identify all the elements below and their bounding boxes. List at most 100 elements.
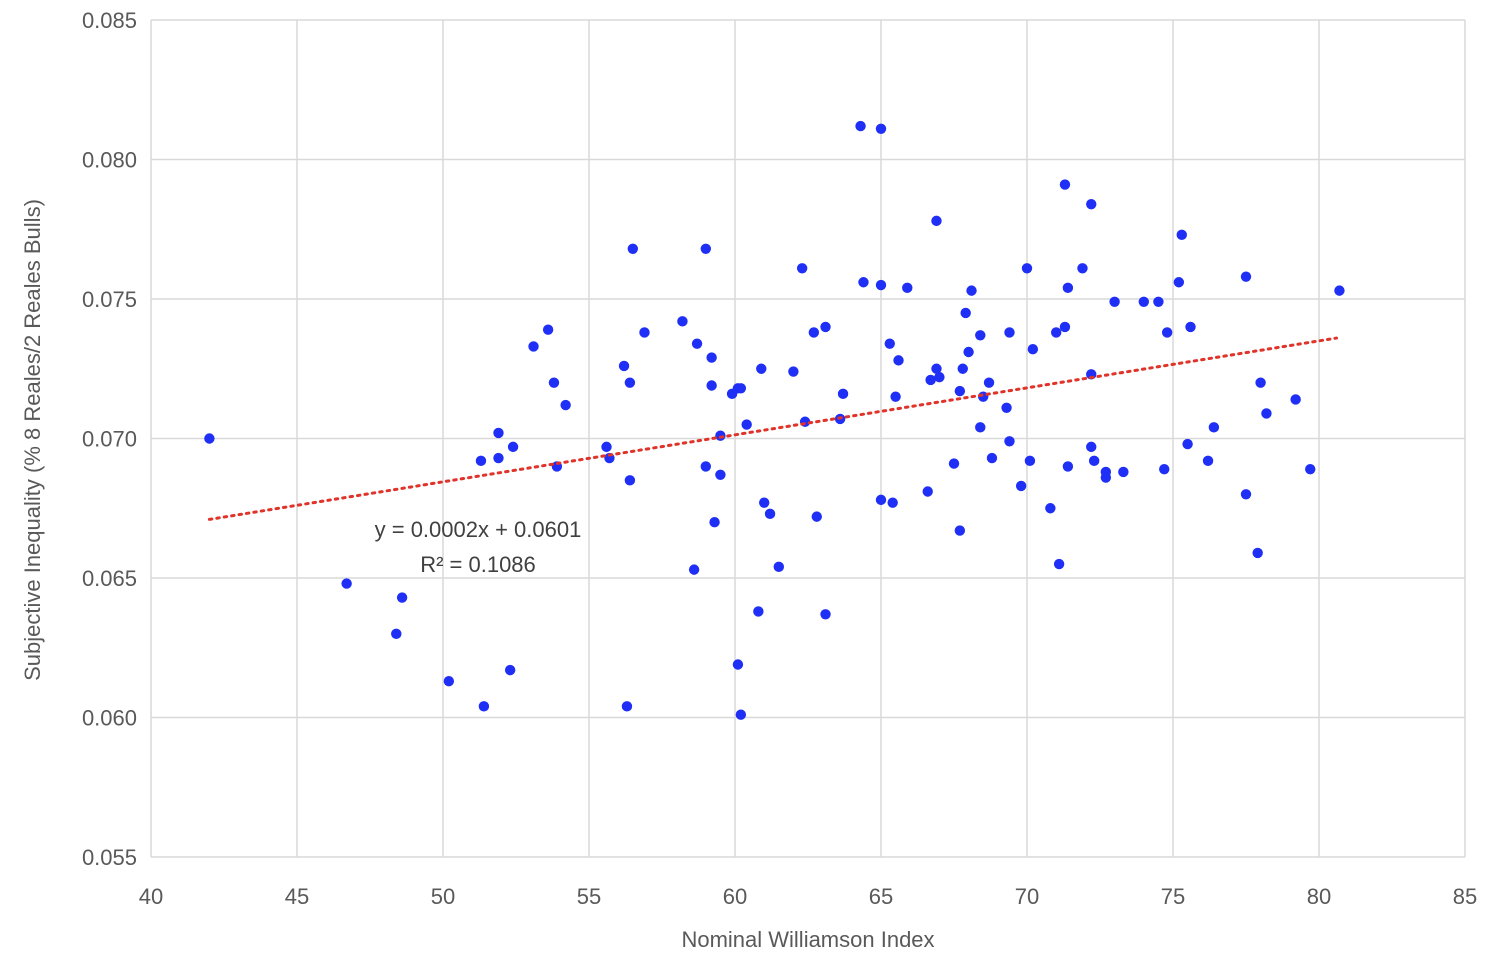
data-point [1290,394,1301,405]
data-point [1077,263,1088,274]
x-tick-label: 55 [577,884,601,909]
data-point [1062,461,1074,472]
data-point [1118,466,1129,478]
data-point [1176,229,1187,241]
y-tick-label: 0.085 [82,8,137,33]
data-point [975,330,986,341]
data-point [741,419,752,430]
data-point [975,422,986,433]
x-axis-title: Nominal Williamson Index [681,927,934,952]
data-point [1086,441,1097,453]
data-point [688,564,700,575]
data-point [1051,327,1062,338]
data-point [204,433,215,444]
y-tick-labels: 0.055 0.060 0.065 0.070 0.075 0.080 0.085 [82,8,137,870]
data-point [875,279,887,291]
x-tick-label: 60 [723,884,747,909]
x-tick-label: 85 [1453,884,1477,909]
y-tick-label: 0.075 [82,287,137,312]
data-point [1208,422,1220,433]
data-point [931,215,942,227]
data-point [893,355,904,366]
data-point [1100,472,1112,483]
data-point [1305,463,1316,475]
data-point [715,469,726,480]
data-point [875,494,887,506]
data-point [764,508,776,520]
data-point [808,327,820,338]
data-point [504,664,516,676]
y-axis-title: Subjective Inequality (% 8 Reales/2 Real… [20,199,45,681]
data-point [560,399,571,411]
data-point [475,455,487,467]
data-point [922,486,933,497]
data-point [1202,455,1214,467]
data-point [1021,263,1033,274]
data-point [528,341,539,352]
y-tick-label: 0.055 [82,845,137,870]
data-point [773,561,784,573]
data-point [855,120,866,132]
data-point [1173,277,1185,288]
data-point [931,363,942,374]
data-point [1004,436,1015,447]
data-point [887,497,898,508]
data-point [954,385,966,397]
trendline-r-squared: R² = 0.1086 [420,552,536,577]
data-point [677,316,688,327]
data-point [706,352,717,363]
x-tick-label: 45 [285,884,309,909]
y-tick-label: 0.080 [82,148,137,173]
data-point [934,371,945,383]
data-point [1255,377,1266,388]
data-point [1059,179,1071,190]
data-point [925,374,936,386]
x-tick-label: 80 [1307,884,1331,909]
data-point [735,709,747,720]
data-point [391,628,402,639]
data-point [875,123,887,135]
data-point [756,363,767,374]
data-point [1153,296,1164,307]
data-point [1261,408,1272,419]
data-point [507,441,519,453]
data-point [1182,438,1193,450]
data-point [820,321,831,333]
data-point [1088,455,1100,467]
data-point [396,592,408,603]
data-point [341,578,352,589]
data-point [963,346,974,358]
data-point [493,452,504,464]
data-point [1138,296,1150,307]
x-tick-labels: 40 45 50 55 60 65 70 75 80 85 [139,884,1477,909]
data-points [204,120,1345,720]
data-point [691,338,703,349]
data-point [443,676,455,687]
data-point [960,307,971,319]
data-point [1024,455,1036,467]
data-point [890,391,901,402]
data-point [858,277,869,288]
data-point [983,377,995,388]
data-point [1062,282,1074,294]
data-point [493,427,504,439]
data-point [624,475,636,486]
data-point [884,338,895,349]
data-point [639,327,650,338]
data-point [624,377,636,388]
data-point [1004,327,1015,338]
data-point [1015,480,1027,492]
data-point [902,282,913,294]
x-tick-label: 50 [431,884,455,909]
data-point [700,461,711,472]
trendline [207,336,1339,521]
data-point [954,525,966,536]
data-point [759,497,770,508]
data-point [1086,198,1097,210]
data-point [788,366,799,377]
x-tick-label: 40 [139,884,163,909]
data-point [837,388,849,400]
data-point [966,285,977,296]
data-point [709,517,720,528]
